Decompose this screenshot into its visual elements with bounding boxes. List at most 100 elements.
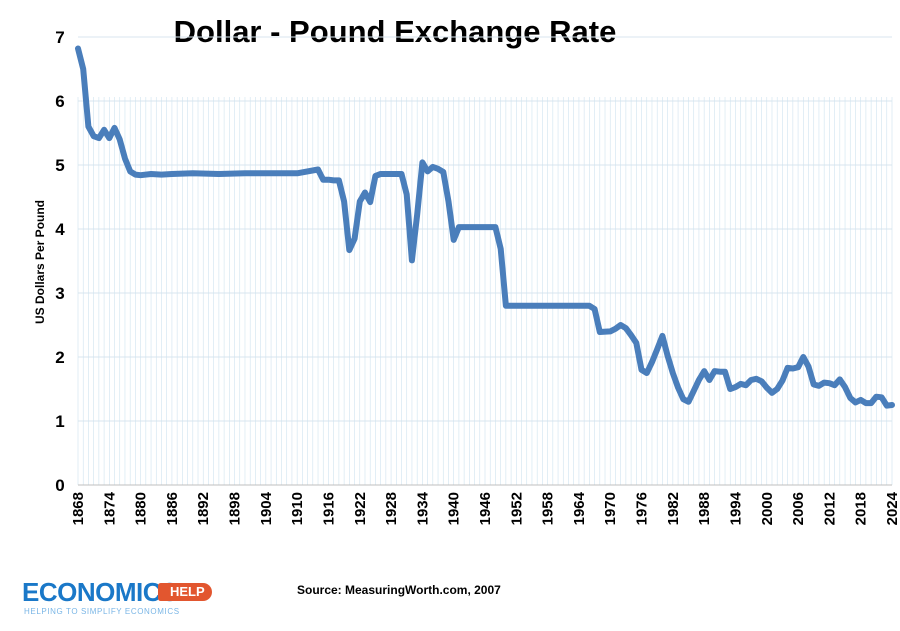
data-point — [456, 225, 461, 230]
x-tick-label: 1922 — [352, 492, 369, 525]
x-tick-label: 2000 — [759, 492, 776, 525]
data-point — [863, 401, 868, 406]
y-tick-label: 3 — [55, 284, 64, 303]
y-tick-label: 5 — [55, 156, 64, 175]
data-point — [133, 172, 138, 177]
data-point — [759, 379, 764, 384]
data-point — [822, 380, 827, 385]
data-point — [879, 395, 884, 400]
y-tick-label: 1 — [55, 412, 64, 431]
data-point — [827, 381, 832, 386]
data-point — [368, 200, 373, 205]
data-point — [801, 355, 806, 360]
data-point — [514, 303, 519, 308]
data-point — [138, 173, 143, 178]
x-tick-label: 1910 — [289, 492, 306, 525]
data-point — [785, 365, 790, 370]
data-point — [415, 212, 420, 217]
x-tick-label: 1916 — [320, 492, 337, 525]
data-point — [425, 169, 430, 174]
data-point — [269, 171, 274, 176]
x-tick-label: 1934 — [414, 491, 431, 525]
data-point — [707, 378, 712, 383]
x-tick-label: 1928 — [383, 492, 400, 525]
data-point — [890, 403, 895, 408]
data-point — [498, 246, 503, 251]
economics-help-logo: ECONOMICS HELP HELPING TO SIMPLIFY ECONO… — [22, 578, 212, 618]
vertical-gridlines — [77, 97, 893, 485]
data-point — [686, 399, 691, 404]
data-point — [102, 127, 107, 132]
data-point — [733, 385, 738, 390]
data-point — [295, 171, 300, 176]
x-tick-label: 1874 — [101, 491, 118, 525]
x-tick-label: 1868 — [70, 492, 87, 525]
data-point — [660, 333, 665, 338]
logo-tagline: HELPING TO SIMPLIFY ECONOMICS — [24, 607, 180, 616]
data-point — [321, 177, 326, 182]
x-tick-label: 1880 — [133, 492, 150, 525]
exchange-rate-line — [75, 45, 895, 409]
data-point — [696, 378, 701, 383]
y-tick-label: 4 — [55, 220, 65, 239]
data-point — [117, 137, 122, 142]
x-tick-label: 1952 — [508, 492, 525, 525]
data-point — [336, 178, 341, 183]
data-point — [623, 326, 628, 331]
data-point — [342, 199, 347, 204]
data-point — [790, 366, 795, 371]
data-point — [613, 326, 618, 331]
data-point — [378, 171, 383, 176]
y-axis-label: US Dollars Per Pound — [33, 200, 47, 324]
data-point — [107, 136, 112, 141]
data-point — [634, 340, 639, 345]
data-point — [769, 390, 774, 395]
data-point — [644, 371, 649, 376]
data-point — [639, 367, 644, 372]
x-tick-label: 1946 — [477, 492, 494, 525]
chart-title: Dollar - Pound Exchange Rate — [174, 14, 617, 49]
x-tick-label: 2012 — [821, 492, 838, 525]
data-point — [446, 199, 451, 204]
data-point — [436, 166, 441, 171]
data-point — [670, 371, 675, 376]
x-tick-label: 2024 — [884, 491, 900, 525]
data-point — [712, 369, 717, 374]
data-point — [190, 171, 195, 176]
x-tick-label: 1970 — [602, 492, 619, 525]
data-point — [723, 369, 728, 374]
data-point — [430, 164, 435, 169]
data-point — [169, 171, 174, 176]
data-point — [149, 171, 154, 176]
data-point — [629, 333, 634, 338]
y-tick-label: 7 — [55, 28, 64, 47]
x-axis-tick-labels: 1868 1874 1880 1886 1892 1898 1904 1910 1916 1922… — [70, 491, 900, 525]
logo-help-tag: HELP — [158, 583, 212, 601]
data-point — [76, 46, 81, 51]
data-point — [81, 67, 86, 72]
data-point — [357, 199, 362, 204]
data-point — [775, 387, 780, 392]
data-point — [806, 364, 811, 369]
data-point — [477, 225, 482, 230]
data-point — [159, 172, 164, 177]
data-point — [764, 385, 769, 390]
data-point — [884, 403, 889, 408]
data-point — [441, 170, 446, 175]
data-point — [869, 401, 874, 406]
x-tick-label: 1988 — [696, 492, 713, 525]
data-point — [728, 387, 733, 392]
y-tick-label: 0 — [55, 476, 64, 495]
y-axis-tick-labels: 0 1 2 3 4 5 6 7 — [55, 28, 65, 495]
data-point — [316, 167, 321, 172]
data-point — [404, 192, 409, 197]
data-point — [409, 258, 414, 263]
data-point — [587, 303, 592, 308]
data-point — [843, 385, 848, 390]
y-tick-label: 6 — [55, 92, 64, 111]
data-point — [816, 383, 821, 388]
data-point — [389, 171, 394, 176]
x-tick-label: 1940 — [446, 492, 463, 525]
x-tick-label: 1958 — [540, 492, 557, 525]
